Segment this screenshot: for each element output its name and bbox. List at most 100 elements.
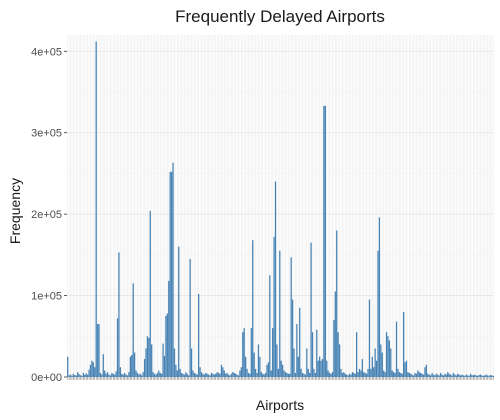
bar [116, 318, 119, 377]
bar [230, 373, 233, 377]
bar [89, 364, 92, 377]
bar [149, 210, 151, 377]
bar [286, 372, 288, 377]
bar [146, 336, 149, 377]
bar [85, 373, 87, 377]
bar [394, 372, 396, 377]
bar [445, 374, 447, 377]
bar [250, 328, 252, 377]
bar [106, 372, 109, 377]
bar [452, 372, 455, 377]
bar [138, 374, 140, 377]
bar [266, 364, 268, 377]
bar [438, 375, 440, 377]
bar [244, 356, 247, 377]
bar [263, 374, 265, 377]
bar [448, 373, 450, 377]
y-tick-label: 2e+05 [31, 209, 62, 221]
bar [99, 372, 102, 377]
bar [226, 372, 228, 377]
bar [212, 373, 214, 377]
bar [294, 372, 297, 377]
bar [334, 291, 336, 377]
bar [464, 375, 466, 377]
y-tick-label: 1e+05 [31, 291, 62, 303]
bar [264, 372, 267, 377]
bar [467, 375, 469, 377]
bar [98, 324, 100, 377]
bar [246, 368, 248, 377]
bar [381, 352, 383, 377]
bar [153, 373, 156, 377]
bar [148, 337, 150, 377]
bar [370, 368, 372, 377]
bar [327, 370, 329, 377]
bar [252, 240, 254, 377]
bar [277, 368, 279, 377]
bar [439, 372, 442, 377]
bar [104, 370, 106, 377]
bar [136, 372, 139, 377]
bar [310, 242, 312, 377]
bar [444, 373, 446, 377]
bar [290, 257, 292, 377]
x-axis-title: Airports [256, 397, 304, 413]
bar [152, 372, 154, 377]
y-tick-label: 0e+00 [31, 372, 62, 384]
bar [175, 364, 177, 377]
bar [176, 370, 178, 377]
bar [397, 368, 399, 377]
bar [430, 375, 432, 377]
bar [75, 375, 77, 377]
bar [217, 372, 220, 377]
bar [299, 307, 301, 377]
bar [161, 373, 163, 377]
bar [435, 373, 437, 377]
bar [267, 362, 270, 377]
bar [172, 162, 174, 377]
bar [476, 375, 479, 377]
bar [297, 356, 299, 377]
bar [291, 299, 294, 377]
bar [84, 374, 86, 377]
bar [102, 354, 104, 377]
bar [454, 374, 456, 377]
bar [239, 370, 241, 377]
bar [96, 324, 99, 377]
bar [141, 375, 143, 377]
bar [273, 236, 275, 377]
bar [200, 372, 203, 377]
bar [155, 374, 157, 377]
bar [242, 332, 244, 377]
bar [79, 375, 82, 377]
bar [74, 374, 76, 377]
bar [126, 375, 129, 377]
bar [95, 41, 97, 377]
bar [88, 369, 90, 377]
bar [249, 373, 251, 377]
bar [118, 252, 120, 377]
bar [145, 348, 147, 377]
bar [424, 367, 426, 377]
bar [385, 332, 388, 377]
bar [330, 373, 332, 377]
bar [122, 374, 124, 377]
bar [341, 372, 344, 377]
bar [398, 372, 400, 377]
bar [357, 372, 359, 377]
bar [331, 372, 334, 377]
bar [393, 372, 395, 377]
bar [478, 374, 480, 377]
y-axis-title: Frequency [7, 178, 23, 244]
bar [185, 372, 187, 377]
bar [432, 374, 435, 377]
bar [481, 375, 483, 377]
bar [156, 372, 159, 377]
bar [77, 372, 79, 377]
bar [422, 374, 425, 377]
bar [489, 374, 492, 377]
bar [348, 373, 351, 377]
bar [190, 348, 193, 377]
bar [361, 359, 363, 377]
bar [313, 368, 315, 377]
